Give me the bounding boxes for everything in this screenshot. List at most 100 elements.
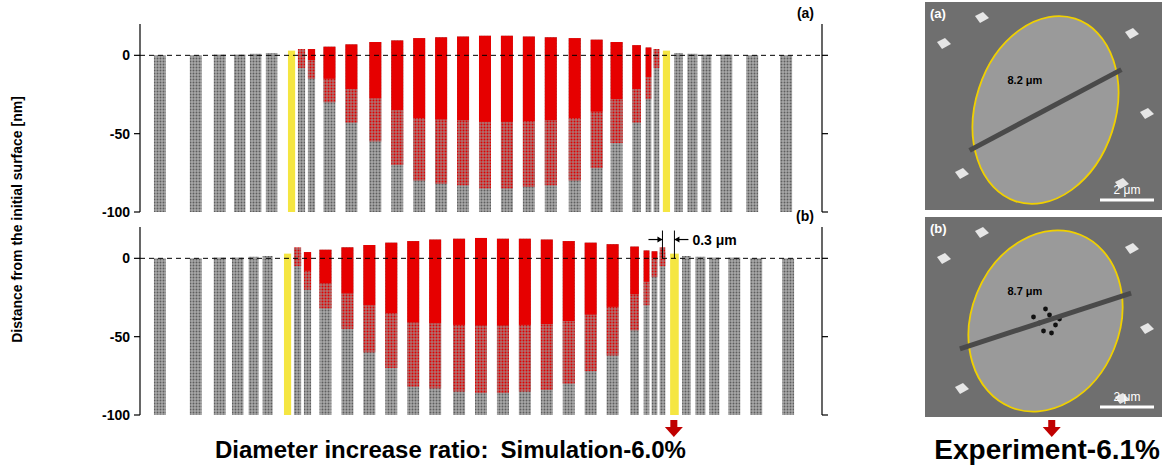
- column: [682, 256, 691, 415]
- melt-region: [569, 38, 581, 118]
- y-tick-label: 0: [122, 250, 130, 266]
- pore: [1031, 315, 1036, 320]
- column: [250, 54, 261, 212]
- initial-surface-line: [140, 258, 822, 259]
- column: [644, 251, 650, 416]
- melt-region: [385, 243, 397, 314]
- melt-region: [453, 239, 465, 325]
- image-label: (a): [930, 6, 946, 21]
- y-tick: [134, 336, 140, 337]
- column: [435, 37, 447, 212]
- annotation-tick: [674, 231, 675, 259]
- column: [391, 40, 403, 212]
- melt-transition: [298, 49, 305, 68]
- melt-transition: [644, 282, 650, 306]
- scale-label: 2 μm: [1114, 183, 1141, 197]
- column: [670, 254, 679, 415]
- column: [214, 55, 226, 212]
- melt-transition: [413, 118, 425, 181]
- melt-region: [413, 38, 425, 118]
- debris: [955, 383, 969, 394]
- column: [457, 37, 469, 212]
- melt-transition: [585, 315, 597, 371]
- melt-transition: [435, 120, 447, 184]
- y-axis-line: [139, 24, 140, 212]
- column: [780, 55, 792, 212]
- column: [407, 241, 419, 415]
- column: [154, 55, 166, 212]
- melt-transition: [607, 307, 619, 356]
- melt-transition: [369, 98, 381, 141]
- debris: [1140, 323, 1154, 334]
- y-axis-title: Distance from the initial surface [nm]: [9, 96, 25, 343]
- melt-transition: [475, 326, 487, 393]
- column: [323, 47, 335, 212]
- melt-region: [652, 251, 658, 258]
- column: [319, 250, 331, 415]
- column: [663, 51, 670, 212]
- column: [497, 239, 509, 415]
- sem-image-0: 8.2 μm2 μm(a): [925, 0, 1162, 223]
- melt-region: [298, 49, 305, 50]
- column: [746, 55, 758, 212]
- column: [190, 55, 202, 212]
- column: [345, 44, 357, 212]
- arrow-head: [674, 237, 679, 243]
- melt-transition: [407, 323, 419, 387]
- column: [709, 258, 719, 415]
- melt-region: [632, 45, 641, 89]
- melt-region: [611, 42, 623, 99]
- debris: [1140, 108, 1154, 119]
- melt-transition: [523, 121, 535, 187]
- melt-transition: [429, 323, 441, 388]
- panel-1: -100-500(b)0.3 μm: [102, 208, 828, 423]
- melt-region: [435, 37, 447, 119]
- scale-label: 2 μm: [1114, 390, 1141, 404]
- column: [569, 38, 581, 212]
- y-tick: [134, 133, 140, 134]
- column: [695, 257, 705, 415]
- melt-region: [519, 239, 531, 325]
- y-tick-label: -50: [110, 329, 130, 345]
- annotation-bg: [690, 231, 738, 249]
- melt-transition: [541, 324, 553, 390]
- measure-line: [960, 293, 1131, 349]
- arrow-shaft: [1048, 420, 1055, 428]
- y-axis-line-right: [821, 227, 822, 415]
- column: [479, 36, 491, 212]
- melt-transition: [457, 120, 469, 185]
- melt-region: [345, 44, 357, 89]
- melt-transition: [319, 283, 331, 308]
- pore: [1053, 323, 1058, 328]
- column: [214, 258, 226, 415]
- melt-region: [391, 40, 403, 110]
- y-tick-label: -50: [110, 126, 130, 142]
- initial-surface-line: [140, 55, 822, 56]
- melt-region: [294, 252, 301, 253]
- pore: [1049, 331, 1054, 336]
- column: [413, 38, 425, 212]
- debris: [937, 38, 951, 49]
- arrow-shaft: [670, 420, 677, 428]
- melt-region: [304, 252, 311, 271]
- y-tick-right: [822, 211, 828, 212]
- melt-transition: [569, 118, 581, 181]
- crater-ellipse: [949, 0, 1141, 223]
- melt-region: [585, 243, 597, 315]
- debris: [1125, 28, 1139, 39]
- melt-transition: [654, 49, 660, 68]
- column: [475, 238, 487, 415]
- column: [298, 50, 305, 212]
- melt-transition: [308, 60, 315, 79]
- melt-transition: [453, 325, 465, 392]
- melt-region: [308, 49, 315, 60]
- melt-region: [591, 40, 603, 112]
- melt-transition: [345, 89, 357, 123]
- y-tick-right: [822, 133, 828, 134]
- column: [545, 37, 557, 212]
- column: [630, 247, 639, 415]
- scale-bar: [1100, 406, 1154, 409]
- column: [266, 53, 277, 212]
- column: [190, 258, 202, 415]
- melt-region: [407, 241, 419, 322]
